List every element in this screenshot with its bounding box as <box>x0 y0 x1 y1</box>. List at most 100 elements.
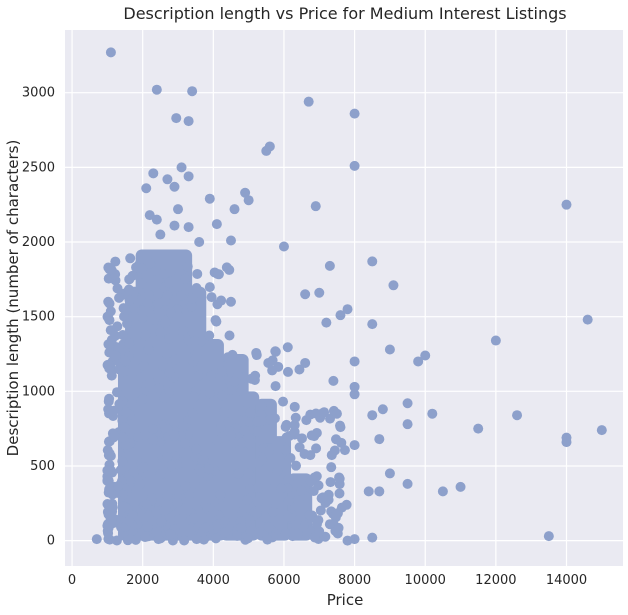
data-point <box>180 438 191 449</box>
data-point <box>151 84 162 95</box>
data-point <box>199 522 210 533</box>
data-point <box>189 478 200 489</box>
data-point <box>136 372 147 383</box>
data-point <box>137 263 148 274</box>
data-point <box>276 483 287 494</box>
data-point <box>335 310 346 321</box>
data-point <box>122 318 133 329</box>
data-point <box>561 199 572 210</box>
data-point <box>198 454 209 465</box>
data-point <box>223 417 234 428</box>
data-point <box>114 399 125 410</box>
data-point <box>349 389 360 400</box>
data-point <box>384 344 395 355</box>
y-tick-label: 0 <box>47 534 55 549</box>
data-point <box>296 485 307 496</box>
y-tick-label: 500 <box>30 459 55 474</box>
x-tick-label: 6000 <box>267 573 300 588</box>
x-tick-label: 0 <box>68 573 76 588</box>
data-point <box>367 319 378 330</box>
data-point <box>216 366 227 377</box>
y-tick-labels: 0 500 1000 1500 2000 2500 3000 <box>22 86 55 549</box>
data-point <box>136 278 147 289</box>
data-point <box>217 390 228 401</box>
data-point <box>582 314 593 325</box>
data-point <box>191 282 202 293</box>
data-point <box>225 296 236 307</box>
data-point <box>143 344 154 355</box>
data-point <box>328 375 339 386</box>
data-point <box>211 219 222 230</box>
data-point <box>176 290 187 301</box>
data-point <box>242 494 253 505</box>
data-point <box>289 420 300 431</box>
data-point <box>140 532 151 543</box>
data-point <box>159 392 170 403</box>
data-point <box>137 393 148 404</box>
data-point <box>290 412 301 423</box>
data-point <box>102 520 113 531</box>
data-point <box>270 346 281 357</box>
data-point <box>260 512 271 523</box>
data-point <box>261 481 272 492</box>
data-point <box>388 280 399 291</box>
data-point <box>189 392 200 403</box>
data-point <box>184 489 195 500</box>
data-point <box>374 434 385 445</box>
data-point <box>280 528 291 539</box>
data-point <box>244 416 255 427</box>
data-point <box>302 528 313 539</box>
data-point <box>130 534 141 545</box>
data-point <box>123 284 134 295</box>
data-point <box>102 465 113 476</box>
data-point <box>374 486 385 497</box>
data-point <box>278 241 289 252</box>
data-point <box>104 298 115 309</box>
data-point <box>103 359 114 370</box>
data-point <box>115 464 126 475</box>
y-axis-label: Description length (number of characters… <box>4 140 22 457</box>
data-point <box>377 404 388 415</box>
data-point <box>252 426 263 437</box>
data-point <box>210 315 221 326</box>
data-point <box>281 432 292 443</box>
data-point <box>103 396 114 407</box>
data-point <box>315 505 326 516</box>
data-point <box>137 312 148 323</box>
data-point <box>218 406 229 417</box>
data-point <box>186 301 197 312</box>
data-point <box>325 477 336 488</box>
data-point <box>165 266 176 277</box>
data-point <box>206 292 217 303</box>
data-point <box>166 460 177 471</box>
data-point <box>300 289 311 300</box>
data-point <box>187 408 198 419</box>
data-point <box>155 229 166 240</box>
data-point <box>174 506 185 517</box>
data-point <box>324 519 335 530</box>
data-point <box>159 295 170 306</box>
data-point <box>211 435 222 446</box>
data-point <box>220 527 231 538</box>
data-point <box>319 407 330 418</box>
data-point <box>147 424 158 435</box>
data-point <box>240 187 251 198</box>
data-point <box>561 437 572 448</box>
data-point <box>304 509 315 520</box>
data-point <box>335 422 346 433</box>
data-point <box>243 468 254 479</box>
data-point <box>180 273 191 284</box>
data-point <box>180 481 191 492</box>
data-point <box>402 478 413 489</box>
data-point <box>331 408 342 419</box>
data-point <box>349 108 360 119</box>
data-point <box>224 330 235 341</box>
data-point <box>253 457 264 468</box>
data-point <box>110 350 121 361</box>
data-point <box>270 381 281 392</box>
data-point <box>221 262 232 273</box>
data-point <box>303 96 314 107</box>
data-point <box>110 330 121 341</box>
data-point <box>204 330 215 341</box>
data-point <box>165 307 176 318</box>
